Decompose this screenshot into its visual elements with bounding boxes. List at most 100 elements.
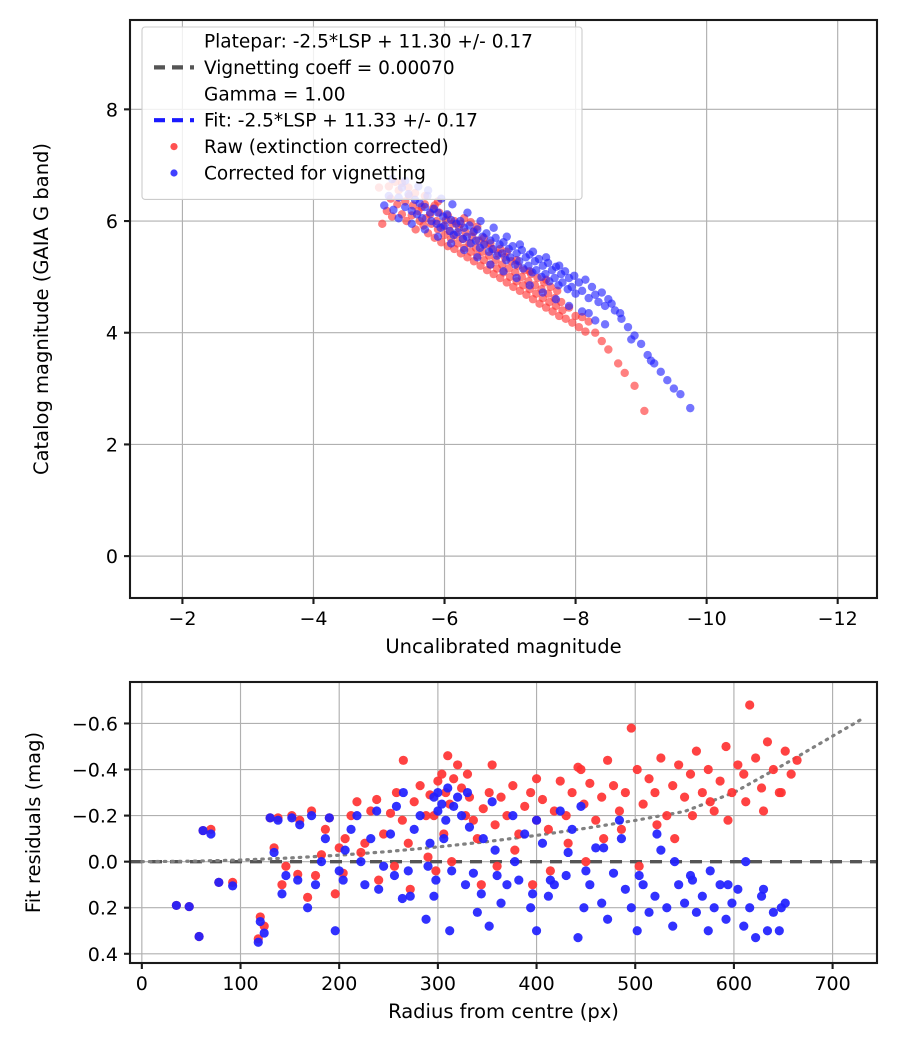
data-point — [600, 301, 610, 311]
data-point — [356, 847, 366, 858]
data-point — [584, 293, 593, 303]
legend-dot-marker — [170, 169, 178, 177]
data-point — [445, 926, 455, 936]
data-point — [581, 275, 590, 284]
data-point — [564, 301, 574, 311]
data-point — [709, 806, 719, 816]
data-point — [614, 815, 625, 825]
data-point — [597, 288, 606, 297]
y-axis-title: Catalog magnitude (GAIA G band) — [30, 143, 53, 475]
xtick-label: −6 — [431, 608, 459, 630]
data-point — [476, 889, 486, 899]
data-point — [577, 307, 587, 316]
data-point — [385, 829, 396, 839]
xtick-label: 400 — [518, 973, 554, 995]
data-point — [462, 787, 473, 798]
data-point — [670, 834, 680, 844]
data-point — [561, 870, 571, 881]
data-point — [497, 249, 507, 258]
ytick-label: 6 — [106, 211, 118, 233]
ticks: −2 −4 −6 −8 −10 −12 0 2 4 6 8 — [106, 99, 858, 630]
data-point — [425, 838, 435, 848]
data-point — [703, 764, 713, 775]
data-point — [636, 339, 646, 349]
data-point — [741, 797, 751, 807]
data-point — [567, 787, 577, 798]
data-point — [638, 880, 648, 890]
data-point — [462, 232, 472, 241]
data-point — [780, 746, 790, 756]
data-point — [505, 253, 515, 262]
data-point — [528, 889, 538, 899]
data-point — [650, 787, 660, 798]
plot-area — [130, 700, 877, 947]
data-point — [531, 926, 542, 936]
data-point — [587, 282, 597, 292]
data-point — [721, 741, 731, 752]
data-point — [758, 884, 769, 894]
data-point — [463, 208, 472, 217]
data-point — [576, 801, 586, 811]
data-point — [541, 253, 551, 262]
data-point — [532, 265, 541, 275]
data-point — [476, 880, 486, 890]
data-point — [385, 808, 396, 818]
data-point — [489, 223, 498, 232]
data-point — [415, 810, 425, 821]
xtick-label: 100 — [222, 973, 258, 995]
data-point — [579, 903, 589, 913]
data-point — [697, 891, 707, 901]
data-point — [441, 815, 451, 825]
data-point — [407, 219, 416, 229]
data-point — [697, 787, 707, 798]
data-point — [620, 884, 630, 894]
data-point — [316, 850, 327, 860]
data-point — [674, 760, 684, 770]
xtick-label: 500 — [617, 973, 653, 995]
ytick-label: −0.6 — [72, 713, 118, 735]
data-point — [558, 306, 567, 315]
data-point — [537, 794, 548, 805]
data-point — [687, 875, 698, 885]
data-point — [253, 937, 263, 947]
data-point — [597, 792, 607, 802]
data-point — [418, 214, 427, 223]
data-point — [524, 261, 533, 270]
data-point — [405, 884, 415, 894]
data-point — [652, 820, 662, 830]
data-point — [310, 870, 321, 881]
data-point — [440, 221, 449, 230]
data-point — [640, 406, 649, 416]
data-point — [727, 787, 737, 798]
data-point — [265, 813, 275, 823]
data-point — [715, 880, 725, 890]
data-point — [482, 229, 491, 238]
data-point — [541, 269, 550, 279]
data-point — [340, 845, 350, 855]
data-point — [338, 875, 348, 885]
data-point — [324, 813, 334, 823]
data-point — [281, 861, 291, 871]
data-point — [584, 317, 593, 326]
data-point — [638, 799, 648, 809]
data-point — [397, 893, 407, 904]
data-point — [486, 260, 495, 269]
data-point — [214, 877, 224, 887]
data-point — [473, 225, 482, 234]
data-point — [433, 806, 443, 816]
data-point — [662, 810, 672, 821]
legend: Platepar: -2.5*LSP + 11.30 +/- 0.17 Vigne… — [141, 26, 583, 200]
data-point — [626, 723, 636, 733]
data-point — [346, 824, 356, 835]
data-point — [259, 928, 269, 938]
data-point — [405, 891, 415, 901]
data-point — [691, 746, 702, 756]
plot-background — [130, 682, 877, 963]
data-point — [577, 286, 587, 296]
data-point — [776, 787, 786, 798]
data-point — [574, 278, 584, 287]
data-point — [676, 389, 685, 399]
data-point — [465, 221, 474, 230]
data-point — [733, 760, 743, 770]
data-point — [545, 875, 555, 885]
